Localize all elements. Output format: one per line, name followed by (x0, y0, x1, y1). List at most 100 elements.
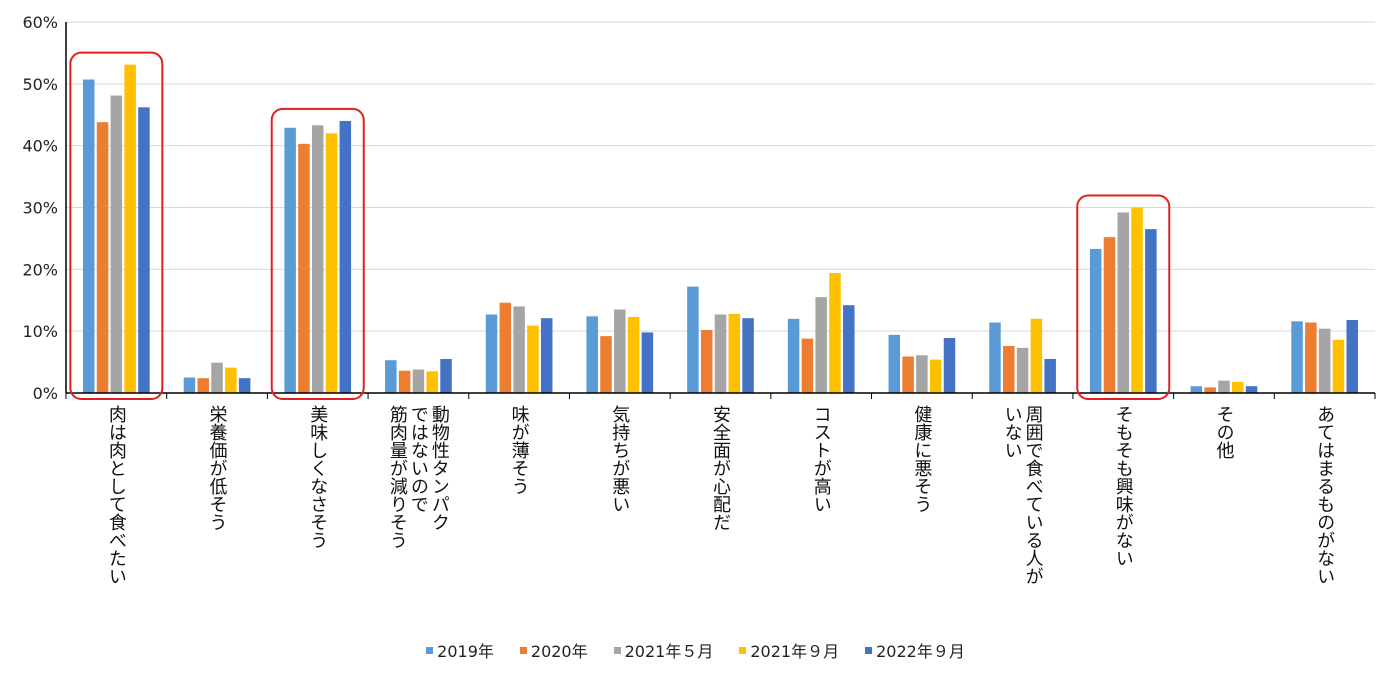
legend-swatch (426, 646, 434, 654)
bar (426, 371, 438, 393)
legend-label: 2021年９月 (750, 642, 840, 661)
bar (1030, 318, 1043, 393)
bar (929, 359, 942, 393)
bar (138, 107, 150, 393)
bar (412, 369, 425, 393)
bar (398, 370, 411, 393)
bar (641, 332, 654, 393)
bar (540, 318, 553, 393)
bar (586, 316, 598, 393)
bar (801, 338, 814, 393)
highlight-box (69, 51, 164, 400)
y-tick-label: 30% (22, 199, 58, 218)
bar (1190, 386, 1203, 393)
legend: 2019年 2020年 2021年５月 2021年９月 2022年９月 (0, 638, 1391, 662)
legend-label: 2022年９月 (876, 642, 965, 661)
bar (124, 64, 136, 393)
legend-swatch (519, 646, 527, 654)
legend-label: 2019年 (437, 642, 494, 661)
bar (339, 120, 352, 393)
category-label: あてはまるものがない (1314, 405, 1335, 585)
bar (183, 377, 196, 393)
bar (614, 309, 626, 393)
bar (815, 297, 827, 393)
bar (1016, 347, 1029, 393)
legend-swatch (865, 646, 873, 654)
bar (284, 127, 296, 394)
bar (888, 334, 901, 393)
legend-swatch (613, 646, 621, 654)
legend-swatch (739, 646, 747, 654)
bar (700, 329, 713, 393)
y-axis-ticks: 0% 10% 20% 30% 40% 50% 60% (22, 13, 58, 403)
category-label: コストが高い (811, 405, 832, 513)
bar (440, 358, 452, 393)
bar (1044, 358, 1056, 393)
legend-item: 2022年９月 (865, 638, 965, 662)
legend-item: 2019年 (426, 638, 494, 662)
legend-item: 2020年 (519, 638, 588, 662)
legend-label: 2020年 (530, 642, 588, 661)
legend-item: 2021年５月 (613, 638, 714, 662)
bar (600, 336, 612, 393)
y-tick-label: 40% (22, 137, 58, 156)
highlight-box (1076, 194, 1171, 400)
bar (787, 318, 800, 393)
bar (687, 286, 699, 393)
category-label: その他 (1213, 405, 1234, 459)
bar (82, 79, 95, 393)
bar (1332, 339, 1345, 393)
bar (96, 122, 109, 394)
category-label: 栄養価が低そう (207, 405, 228, 531)
category-label: 健康に悪そう (911, 405, 932, 513)
highlight-box (270, 107, 365, 401)
bar (1318, 328, 1331, 393)
bar (485, 314, 498, 393)
bar (325, 133, 338, 394)
category-label: 筋肉量が減りそう (387, 405, 408, 549)
category-label: ではないので (408, 405, 429, 513)
y-tick-label: 0% (33, 384, 58, 403)
category-label: 美味しくなさそう (307, 405, 328, 549)
legend-label: 2021年５月 (624, 642, 714, 661)
bar (298, 143, 310, 393)
bar (197, 378, 209, 393)
bar (499, 302, 512, 393)
bar (1291, 321, 1303, 393)
y-tick-label: 60% (22, 13, 58, 32)
bar (513, 306, 525, 393)
bar (902, 356, 914, 393)
category-label: そもそも興味がない (1113, 405, 1134, 567)
bar (1218, 380, 1230, 393)
y-tick-label: 50% (22, 75, 58, 94)
bar (627, 316, 640, 393)
axes (65, 22, 1376, 399)
bar (843, 305, 855, 393)
category-label: 気持ちが悪い (609, 405, 630, 513)
bar (1346, 320, 1359, 393)
legend-item: 2021年９月 (739, 638, 839, 662)
bar (527, 325, 539, 393)
bar (1145, 229, 1157, 393)
bar (1089, 248, 1102, 393)
bar (225, 367, 237, 393)
bar (1305, 322, 1317, 393)
bar (714, 314, 727, 393)
bar (385, 360, 397, 393)
bar (1103, 237, 1116, 393)
y-tick-label: 10% (22, 322, 58, 341)
category-labels: 肉は肉として食べたい 栄養価が低そう 美味しくなさそう 動物性タンパクではないので筋肉… (106, 405, 1335, 585)
category-label: いない (1002, 405, 1023, 459)
bar (1204, 387, 1216, 393)
bar (829, 273, 841, 393)
bar (943, 337, 956, 393)
bar (110, 95, 123, 393)
bar-chart: 0% 10% 20% 30% 40% 50% 60% 肉は肉として食べたい 栄養価が低そう 美味… (22, 13, 1376, 585)
category-label: 味が薄そう (509, 405, 530, 495)
bar (238, 378, 251, 393)
bar (916, 355, 928, 393)
category-label: 動物性タンパク (429, 405, 450, 531)
bar (728, 313, 741, 393)
bar (211, 362, 223, 393)
bar (1131, 207, 1143, 393)
